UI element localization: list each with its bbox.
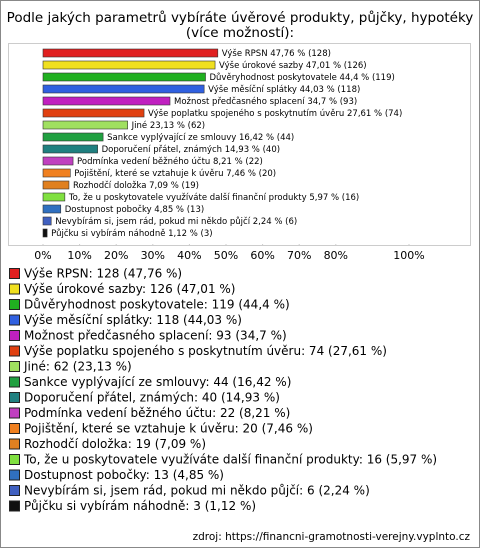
bar-label: Výše RPSN 47,76 % (128) [222,48,331,59]
bar-label: Podmínka vedení běžného účtu 8,21 % (22) [77,156,263,167]
legend-label: Nevybírám si, jsem rád, pokud mi někdo p… [24,484,370,498]
legend-label: Jiné: 62 (23,13 %) [23,360,132,374]
bar [42,48,219,58]
legend-swatch [9,299,20,310]
legend-swatch [9,361,20,372]
bar-label: Doporučení přátel, známých 14,93 % (40) [102,144,280,155]
bar-label: Dostupnost pobočky 4,85 % (13) [65,204,204,215]
source: zdroj: https://financni-gramotnosti-vere… [193,531,471,543]
legend-swatch [9,314,20,326]
legend-label: To, že u poskytovatele využíváte další f… [23,453,437,467]
bar-label: Nevybírám si, jsem rád, pokud mi někdo p… [55,216,297,227]
legend-label: Výše RPSN: 128 (47,76 %) [24,267,182,281]
legend-label: Pojištění, které se vztahuje k úvěru: 20… [24,422,313,436]
x-tick-label: 10% [67,249,91,262]
legend-label: Půjčku si vybírám náhodně: 3 (1,12 %) [24,499,256,513]
bar [42,168,71,178]
legend-swatch [9,376,20,388]
x-tick-label: 20% [104,249,128,262]
legend-label: Sankce vyplývající ze smlouvy: 44 (16,42… [24,375,291,389]
x-tick-label: 80% [324,249,348,262]
legend-label: Doporučení přátel, známých: 40 (14,93 %) [24,391,280,405]
bar [42,180,70,190]
chart-title: Podle jakých parametrů vybíráte úvěrové … [7,10,474,26]
bar [42,120,128,130]
legend-label: Výše poplatku spojeného s poskytnutím úv… [24,344,387,358]
x-tick-label: 40% [177,249,201,262]
legend-swatch [9,330,20,341]
bar [42,192,66,202]
bar [42,156,74,166]
legend-label: Dostupnost pobočky: 13 (4,85 %) [24,468,224,482]
bar [42,108,145,118]
bar-label: Výše úrokové sazby 47,01 % (126) [219,60,367,71]
bar [42,60,216,70]
bar-label: Jiné 23,13 % (62) [131,120,205,131]
x-tick-label: 60% [250,249,274,262]
bar-label: Sankce vyplývající ze smlouvy 16,42 % (4… [107,133,294,143]
legend-swatch [9,407,20,419]
bar-label: Pojištění, které se vztahuje k úvěru 7,4… [74,168,276,179]
legend-label: Rozhodčí doložka: 19 (7,09 %) [24,437,206,451]
x-tick-label: 0% [34,249,51,262]
x-tick-label: 70% [287,249,311,262]
legend-swatch [9,500,20,512]
legend-swatch [9,454,20,465]
legend-label: Výše úrokové sazby: 126 (47,01 %) [24,282,235,296]
legend-swatch [9,268,20,279]
legend-label: Výše měsíční splátky: 118 (44,03 %) [24,313,242,327]
bar-label: Možnost předčasného splacení 34,7 % (93) [174,96,357,107]
x-tick-label: 100% [393,249,424,262]
bar [42,96,171,106]
legend-swatch [9,438,20,450]
legend-swatch [9,392,20,403]
legend-label: Možnost předčasného splacení: 93 (34,7 %… [24,329,287,343]
chart-subtitle: (více možností): [186,25,294,41]
bar [42,216,52,226]
x-tick-label: 30% [141,249,165,262]
bar-label: Výše měsíční splátky 44,03 % (118) [208,84,360,95]
legend-label: Důvěryhodnost poskytovatele: 119 (44,4 %… [24,298,290,312]
x-tick-label: 50% [214,249,238,262]
legend-swatch [9,469,20,481]
bar [42,144,98,154]
bar [42,228,48,238]
bar [42,84,205,94]
legend-label: Podmínka vedení běžného účtu: 22 (8,21 %… [24,406,290,420]
legend-swatch [9,485,20,496]
bar [42,132,104,142]
bar [42,72,206,82]
bar-label: Důvěryhodnost poskytovatele 44,4 % (119) [210,72,395,83]
bar-label: Půjčku si vybírám náhodně 1,12 % (3) [51,228,213,239]
bar-label: Rozhodčí doložka 7,09 % (19) [73,180,199,191]
legend-swatch [9,345,20,357]
legend-swatch [9,423,20,434]
bar [42,204,62,214]
bar-label: Výše poplatku spojeného s poskytnutím úv… [148,108,402,119]
bar-label: To, že u poskytovatele využíváte další f… [68,192,359,203]
legend-swatch [9,283,20,295]
